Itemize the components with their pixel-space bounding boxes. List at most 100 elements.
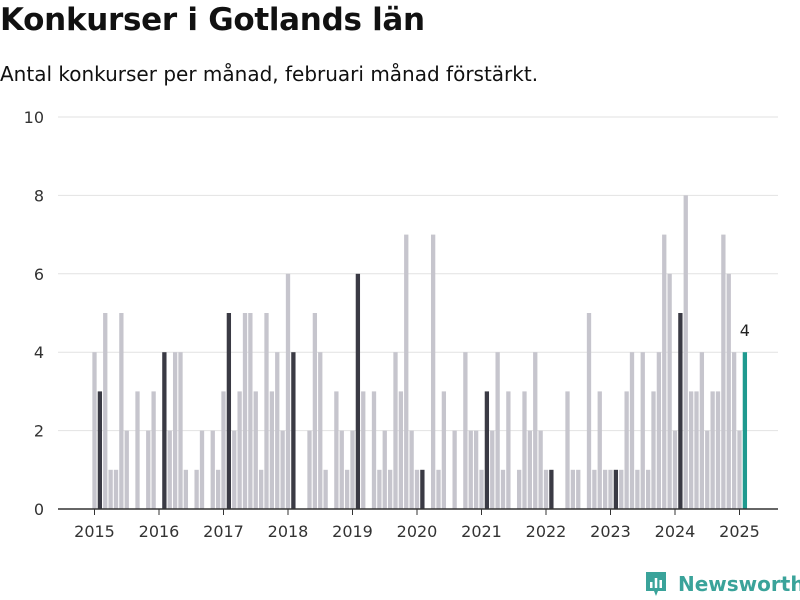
bar [409, 430, 414, 509]
bar [285, 273, 291, 509]
bar [113, 469, 119, 509]
bar [108, 469, 113, 509]
bar [97, 391, 103, 509]
bar [565, 391, 570, 509]
bar [516, 469, 522, 509]
x-tick-label: 2024 [655, 522, 696, 541]
bar [355, 273, 361, 509]
bar [307, 430, 312, 509]
bar [452, 430, 457, 509]
bar [500, 469, 506, 509]
bar [667, 273, 672, 509]
bar [645, 469, 651, 509]
bar [339, 430, 344, 509]
bar [387, 469, 393, 509]
bar [215, 469, 221, 509]
bar [371, 391, 377, 509]
x-tick-label: 2023 [590, 522, 631, 541]
bar [656, 352, 662, 509]
bar [275, 352, 280, 509]
y-tick-label: 10 [24, 108, 44, 127]
newsworthy-logo: Newsworthy [644, 570, 800, 598]
bar [463, 352, 468, 509]
bar [737, 430, 742, 509]
bar [103, 313, 108, 509]
x-tick-label: 2019 [332, 522, 373, 541]
bar [436, 469, 441, 509]
bar [269, 391, 275, 509]
bar [613, 469, 619, 509]
bar [597, 391, 602, 509]
latest-value-label: 4 [740, 321, 750, 340]
y-tick-label: 0 [34, 500, 44, 519]
x-tick-label: 2017 [203, 522, 244, 541]
y-tick-label: 6 [34, 265, 44, 284]
y-tick-label: 2 [34, 422, 44, 441]
bar [183, 469, 189, 509]
bar [527, 430, 533, 509]
bar [242, 313, 248, 509]
bar [221, 391, 226, 509]
bar [226, 313, 232, 509]
bar [146, 430, 151, 509]
bar [194, 469, 199, 509]
x-tick-label: 2022 [526, 522, 567, 541]
bar [361, 391, 366, 509]
bar [694, 391, 699, 509]
bar [167, 430, 172, 509]
bar [264, 313, 269, 509]
bar [414, 469, 420, 509]
bar [624, 391, 629, 509]
bar [490, 430, 495, 509]
bar [506, 391, 511, 509]
bar [592, 469, 597, 509]
bar [210, 430, 215, 509]
bar [178, 352, 183, 509]
bar [549, 469, 554, 509]
bar [533, 352, 538, 509]
bar-chart: 0 2 4 6 8 10 4 2015 2016 2017 2018 2019 2020 2021 2022… [24, 108, 778, 541]
bar [253, 391, 258, 509]
bar [479, 469, 484, 509]
bar [726, 273, 731, 509]
bar [350, 430, 355, 509]
bar [199, 430, 205, 509]
x-tick-label: 2018 [268, 522, 309, 541]
bar [635, 469, 640, 509]
bar [119, 313, 124, 509]
bar [705, 430, 710, 509]
bar [312, 313, 318, 509]
bar [468, 430, 473, 509]
bar [688, 391, 694, 509]
bar [721, 234, 726, 509]
bar [151, 391, 156, 509]
bar [662, 234, 667, 509]
bar [731, 352, 737, 509]
bar [377, 469, 382, 509]
bar [543, 469, 549, 509]
bar [651, 391, 656, 509]
chart-subtitle: Antal konkurser per månad, februari måna… [0, 62, 539, 86]
bar [570, 469, 576, 509]
bar [258, 469, 264, 509]
bar [135, 391, 140, 509]
x-tick-label: 2015 [74, 522, 115, 541]
y-tick-label: 8 [34, 186, 44, 205]
bar [430, 234, 436, 509]
bar [441, 391, 447, 509]
bar [232, 430, 237, 509]
x-tick-label: 2020 [397, 522, 438, 541]
bar [538, 430, 543, 509]
y-tick-label: 4 [34, 343, 44, 362]
bar [715, 391, 721, 509]
bar [576, 469, 581, 509]
bar [619, 469, 624, 509]
bar [522, 391, 527, 509]
bar [473, 430, 479, 509]
bar [318, 352, 323, 509]
bar [602, 469, 608, 509]
bar [393, 352, 398, 509]
bar [172, 352, 178, 509]
bar [404, 234, 409, 509]
bar [420, 469, 425, 509]
